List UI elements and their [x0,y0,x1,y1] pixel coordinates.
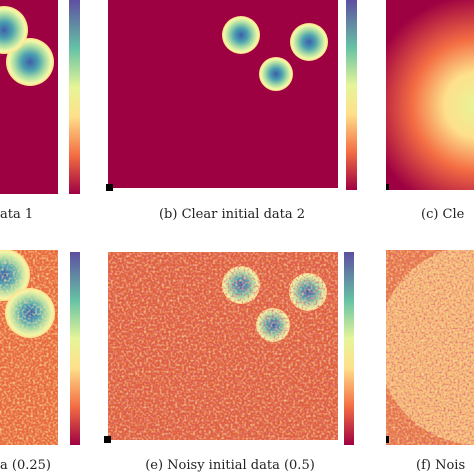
caption: a (0.25) [0,458,51,473]
caption: (c) Cle [421,207,465,222]
panel-a [0,0,58,194]
caption: (b) Clear initial data 2 [159,207,305,222]
colorbar [70,252,80,445]
colorbar [69,0,80,194]
caption: (e) Noisy initial data (0.5) [145,458,315,473]
colorbar [344,252,354,445]
caption: ata 1 [0,207,33,222]
panel-c [386,0,474,190]
caption: (f) Nois [416,458,465,473]
panel-f [386,250,474,445]
colorbar [346,0,357,190]
panel-b [106,0,338,191]
panel-d [0,250,58,445]
panel-e [104,252,338,443]
